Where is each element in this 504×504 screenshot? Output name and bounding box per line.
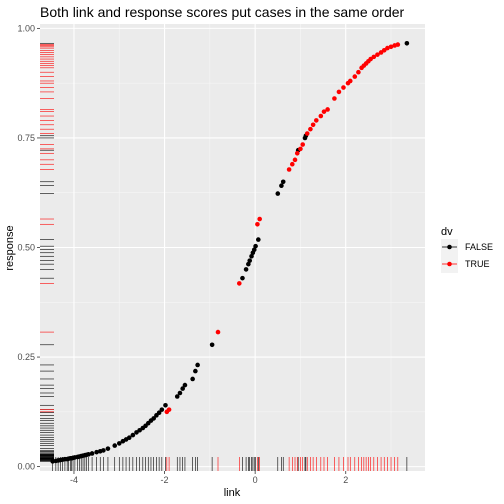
x-tick-label: -2 [161,475,169,485]
data-point [174,394,180,399]
data-point [209,342,215,348]
data-point [318,113,324,119]
data-point [215,329,221,335]
chart-title: Both link and response scores put cases … [40,4,405,20]
data-point [286,167,292,172]
data-point [159,407,165,412]
data-point [163,402,168,408]
points [50,40,410,464]
data-point [292,157,298,163]
y-tick-label: 0.00 [17,462,35,472]
data-point [236,281,242,286]
data-point [256,237,261,242]
data-point [375,52,380,57]
data-point [249,253,254,259]
data-point [298,146,303,152]
legend-label: TRUE [465,259,490,269]
x-axis-ticks: -4 -2 0 2 [70,471,348,485]
data-point [289,161,295,167]
data-point [404,40,410,46]
data-point [156,410,162,416]
data-point [180,386,185,391]
x-tick-label: -4 [70,475,78,485]
data-point [251,247,257,252]
y-tick-label: 0.50 [17,243,35,253]
data-point [130,432,136,438]
data-point [116,441,122,446]
data-point [310,122,316,128]
y-tick-label: 0.75 [17,133,35,143]
data-point [193,368,198,374]
data-point [182,382,188,388]
data-point [195,362,200,368]
y-axis-label: response [4,225,16,270]
data-point [336,89,342,95]
y-axis-ticks: 0.00 0.25 0.50 0.75 1.00 [17,23,40,472]
legend-key-point [447,261,452,267]
data-point [341,85,346,90]
x-axis-label: link [224,487,241,499]
data-point [243,267,249,272]
data-point [246,261,251,267]
legend-title: dv [441,226,453,238]
data-point [166,407,172,412]
data-point [257,216,262,222]
data-point [332,96,337,101]
data-point [86,452,91,457]
data-point [89,451,95,456]
data-point [385,45,390,51]
legend: dv FALSE TRUE [441,226,493,273]
data-point [240,275,245,281]
x-tick-label: 2 [343,475,348,485]
data-point [352,74,358,79]
legend-label: FALSE [465,242,493,252]
data-point [395,42,401,47]
data-point [308,126,313,132]
data-point [105,446,111,451]
data-point [279,183,284,189]
data-point [347,78,353,84]
y-tick-label: 0.25 [17,352,35,362]
data-point [300,142,306,147]
data-point [177,390,183,396]
y-tick-label: 1.00 [17,23,35,33]
data-point [371,54,377,60]
data-point [280,179,286,185]
data-point [321,109,327,114]
data-point [255,221,260,227]
data-point [94,449,99,455]
data-point [253,243,258,249]
data-point [101,448,106,453]
data-point [313,118,319,123]
data-point [112,443,118,448]
legend-key-point [447,244,452,250]
data-point [126,435,132,440]
data-point [190,376,195,382]
data-point [275,191,281,196]
data-point [356,69,361,75]
x-tick-label: 0 [253,475,258,485]
data-point [304,131,310,136]
data-point [325,107,330,112]
data-point [294,150,300,156]
data-point [388,44,394,50]
data-point [151,416,156,421]
data-point [247,258,253,263]
